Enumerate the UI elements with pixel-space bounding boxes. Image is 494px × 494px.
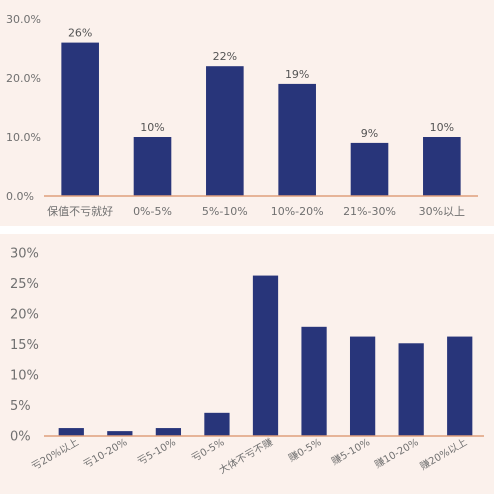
data-label: 26%: [68, 27, 92, 40]
bar: [155, 428, 182, 436]
category-label: 10%-20%: [271, 205, 324, 218]
category-label: 赚10-20%: [372, 435, 421, 471]
bar: [58, 428, 84, 436]
y-tick-label: 15%: [10, 338, 39, 353]
y-tick-label: 30%: [10, 247, 39, 262]
category-label: 30%以上: [419, 205, 465, 218]
bar: [278, 83, 316, 196]
y-tick-label: 20.0%: [6, 72, 41, 85]
category-label: 亏5-10%: [135, 436, 178, 467]
category-label: 赚20%以上: [417, 435, 469, 472]
category-label: 21%-30%: [343, 205, 396, 218]
category-label: 亏0-5%: [189, 436, 226, 464]
bar: [206, 66, 244, 196]
bar-chart-bottom: 0% 5% 10% 15% 20% 25% 30% 亏20%以上 亏10-20% 亏5-10% 亏0…: [10, 247, 484, 477]
data-label: 10%: [430, 121, 454, 134]
bar: [350, 142, 389, 196]
data-label: 10%: [140, 121, 164, 134]
y-tick-label: 30.0%: [6, 13, 41, 26]
y-tick-label: 10%: [10, 369, 39, 384]
bar: [398, 343, 424, 436]
category-label: 亏10-20%: [81, 436, 129, 471]
category-label: 亏20%以上: [30, 436, 81, 473]
bar: [252, 275, 279, 436]
chart-panel-bottom: 0% 5% 10% 15% 20% 25% 30% 亏20%以上 亏10-20% 亏5-10% 亏0…: [0, 234, 494, 494]
category-label: 保值不亏就好: [47, 204, 113, 218]
bar: [133, 137, 172, 196]
data-label: 9%: [361, 127, 378, 140]
y-tick-label: 0%: [10, 430, 31, 445]
y-tick-label: 0.0%: [6, 190, 34, 203]
category-label: 0%-5%: [133, 205, 172, 218]
bar: [107, 431, 133, 436]
y-tick-label: 25%: [10, 277, 39, 292]
chart-panel-top: 0.0% 10.0% 20.0% 30.0% 26% 保值不亏就好 10% 0%-5% 22% 5…: [0, 0, 494, 226]
bar: [349, 336, 376, 436]
y-tick-label: 5%: [10, 399, 31, 414]
bar: [447, 336, 473, 436]
bar: [204, 412, 230, 436]
category-label: 5%-10%: [202, 205, 248, 218]
category-label: 赚5-10%: [329, 435, 372, 467]
y-tick-label: 10.0%: [6, 131, 41, 144]
y-tick-label: 20%: [10, 308, 39, 323]
category-label: 赚0-5%: [286, 435, 324, 464]
bar: [423, 137, 461, 196]
data-label: 19%: [285, 68, 309, 81]
bar: [61, 42, 99, 196]
category-label: 大体不亏不赚: [217, 435, 275, 476]
bar-chart-top: 0.0% 10.0% 20.0% 30.0% 26% 保值不亏就好 10% 0%-5% 22% 5…: [6, 13, 478, 218]
data-label: 22%: [213, 50, 237, 63]
bar: [301, 326, 327, 436]
